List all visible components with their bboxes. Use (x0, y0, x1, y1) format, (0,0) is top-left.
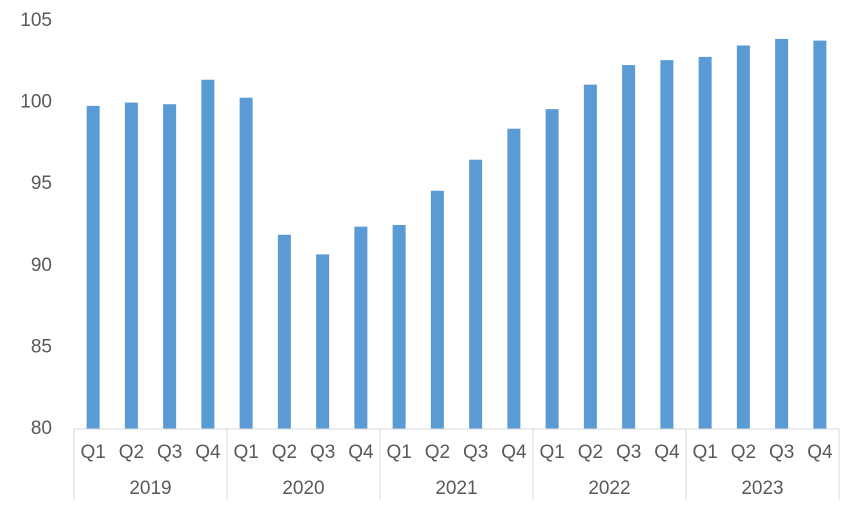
bar (698, 56, 712, 430)
bar (354, 226, 368, 429)
x-tick-label: Q1 (539, 442, 564, 463)
x-tick-label: Q2 (119, 442, 144, 463)
y-tick-label: 100 (20, 92, 52, 113)
bar (545, 109, 559, 430)
bar (163, 104, 177, 430)
x-tick-label: Q2 (578, 442, 603, 463)
y-tick-label: 105 (20, 10, 52, 31)
bar (201, 79, 215, 429)
y-tick-label: 95 (31, 173, 52, 194)
x-tick-label: Q4 (195, 442, 221, 463)
bar (736, 45, 750, 429)
x-tick-label: Q4 (654, 442, 680, 463)
x-tick-label: Q2 (425, 442, 450, 463)
x-tick-label: Q3 (616, 442, 641, 463)
x-tick-label: Q3 (157, 442, 182, 463)
group-label: 2023 (741, 478, 783, 499)
bar (622, 65, 636, 430)
bar (775, 38, 789, 430)
x-tick-label: Q2 (272, 442, 297, 463)
x-tick-label: Q4 (348, 442, 374, 463)
bar (660, 60, 674, 429)
bar (430, 190, 444, 429)
bar (583, 84, 597, 429)
y-tick-label: 80 (31, 418, 52, 439)
bar (124, 102, 138, 429)
bar (813, 40, 827, 430)
bar (277, 234, 291, 429)
x-tick-label: Q1 (386, 442, 411, 463)
bar (316, 254, 330, 429)
x-tick-label: Q1 (692, 442, 717, 463)
x-tick-label: Q3 (310, 442, 335, 463)
bar (86, 105, 100, 429)
y-tick-label: 90 (31, 255, 52, 276)
y-tick-label: 85 (31, 336, 52, 357)
x-tick-label: Q4 (501, 442, 527, 463)
x-tick-label: Q3 (463, 442, 488, 463)
x-tick-label: Q1 (233, 442, 258, 463)
group-label: 2020 (282, 478, 324, 499)
x-tick-label: Q3 (769, 442, 794, 463)
group-label: 2019 (129, 478, 171, 499)
bar (469, 159, 483, 429)
bar (392, 225, 406, 429)
bar (507, 128, 521, 429)
x-tick-label: Q4 (807, 442, 833, 463)
bar (239, 97, 253, 429)
group-label: 2022 (588, 478, 630, 499)
x-tick-label: Q2 (731, 442, 756, 463)
x-tick-label: Q1 (80, 442, 105, 463)
group-label: 2021 (435, 478, 477, 499)
